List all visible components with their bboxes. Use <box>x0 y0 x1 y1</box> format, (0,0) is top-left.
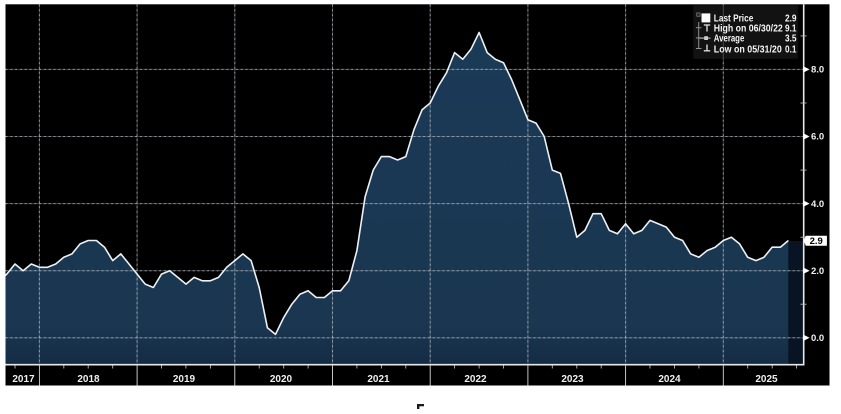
svg-text:2018: 2018 <box>77 374 100 385</box>
svg-text:Last Price: Last Price <box>714 13 754 24</box>
svg-text:Low on 05/31/20: Low on 05/31/20 <box>714 44 782 55</box>
svg-text:3.5: 3.5 <box>785 34 797 45</box>
svg-text:9.1: 9.1 <box>785 24 797 35</box>
svg-text:6.0: 6.0 <box>811 132 824 143</box>
svg-text:0.0: 0.0 <box>811 333 824 344</box>
svg-text:0.1: 0.1 <box>785 44 797 55</box>
svg-text:High on 06/30/22: High on 06/30/22 <box>714 24 783 35</box>
svg-text:2.9: 2.9 <box>810 236 823 247</box>
svg-text:2021: 2021 <box>367 374 390 385</box>
svg-text:Average: Average <box>714 34 745 45</box>
svg-text:8.0: 8.0 <box>811 65 824 76</box>
svg-text:2020: 2020 <box>270 374 293 385</box>
svg-text:2025: 2025 <box>755 374 778 385</box>
svg-text:2022: 2022 <box>464 374 487 385</box>
svg-text:2024: 2024 <box>658 374 681 385</box>
svg-text:2017: 2017 <box>12 374 35 385</box>
svg-text:4.0: 4.0 <box>811 199 824 210</box>
svg-text:2023: 2023 <box>561 374 584 385</box>
svg-text:2019: 2019 <box>173 374 196 385</box>
svg-text:2.9: 2.9 <box>785 13 797 24</box>
svg-text:2.0: 2.0 <box>811 266 824 277</box>
